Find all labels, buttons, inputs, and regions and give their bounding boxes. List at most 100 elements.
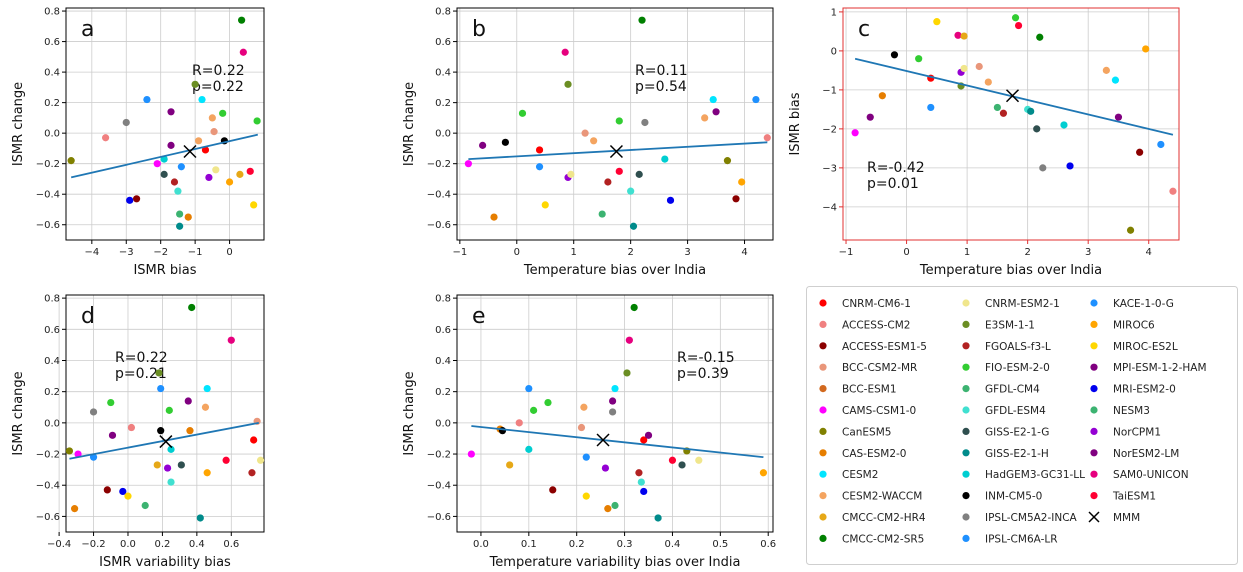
data-point: [654, 514, 662, 522]
data-point: [609, 397, 617, 405]
y-tick-label: −4: [822, 202, 837, 213]
x-tick-label: 0.4: [189, 539, 205, 550]
data-point: [640, 487, 648, 496]
legend-marker: [962, 492, 970, 500]
data-point: [999, 109, 1008, 117]
data-point: [184, 397, 192, 405]
data-point: [695, 456, 703, 464]
y-ticks: −0.6 −0.4 −0.2 0.0 0.2 0.4 0.6 0.8: [36, 294, 66, 523]
y-tick-label: 0.0: [44, 129, 60, 140]
data-points: [467, 303, 768, 522]
legend-item: GFDL-CM4: [962, 384, 1040, 396]
data-point: [160, 170, 168, 178]
data-point: [515, 419, 523, 427]
legend-label: MIROC6: [1113, 319, 1155, 331]
data-point: [246, 167, 254, 175]
legend-item: MMM: [1088, 511, 1140, 524]
legend-marker: [819, 299, 827, 307]
data-point: [640, 436, 648, 444]
x-tick-label: −1: [839, 247, 854, 258]
legend-frame: [806, 286, 1238, 565]
data-point: [577, 423, 586, 432]
data-point: [186, 427, 194, 435]
panel-letter: c: [858, 17, 870, 42]
x-tick-label: −1: [188, 247, 203, 258]
data-point: [611, 384, 619, 393]
y-tick-label: 0.2: [435, 98, 451, 109]
legend-item: SAM0-UNICON: [1090, 469, 1189, 481]
data-point: [933, 18, 941, 26]
legend-label: CESM2: [842, 469, 878, 481]
x-tick-label: 3: [684, 247, 690, 258]
data-point: [738, 178, 746, 186]
data-point: [535, 146, 544, 154]
data-point: [122, 118, 130, 127]
data-point: [167, 141, 175, 149]
x-axis-label: Temperature variability bias over India: [489, 555, 741, 570]
data-point: [108, 431, 117, 439]
legend-label: NorESM2-LM: [1113, 448, 1179, 460]
data-point: [518, 109, 527, 117]
x-tick-label: 0.5: [712, 539, 728, 550]
legend-marker: [819, 534, 827, 543]
data-point: [1114, 113, 1123, 121]
data-point: [165, 406, 173, 414]
data-point: [890, 51, 899, 59]
data-point: [250, 201, 258, 209]
x-tick-label: −0.4: [47, 539, 71, 550]
legend-item: MPI-ESM-1-2-HAM: [1090, 362, 1207, 374]
data-point: [102, 134, 110, 142]
y-tick-label: −0.6: [427, 220, 451, 231]
data-point: [629, 222, 638, 230]
data-points: [67, 16, 261, 230]
legend-label: ACCESS-ESM1-5: [842, 341, 927, 353]
y-tick-label: 0.4: [435, 356, 451, 367]
data-point: [641, 118, 649, 127]
data-point: [544, 398, 552, 407]
y-tick-label: 0.2: [44, 387, 60, 398]
data-point: [1157, 140, 1165, 149]
legend-item: CNRM-ESM2-1: [962, 298, 1060, 310]
legend-item: CMCC-CM2-HR4: [819, 512, 926, 524]
data-point: [127, 423, 136, 432]
data-point: [1039, 164, 1047, 172]
x-axis-label: ISMR variability bias: [99, 555, 231, 570]
panel-a: −4 −3 −2 −1 0 −0.6 −0.4 −0.2 0.0 0.2 0.4 0.6 0.8 ISMR…: [11, 7, 265, 278]
x-tick-label: −0.2: [81, 539, 105, 550]
x-tick-label: −2: [153, 247, 168, 258]
data-point: [250, 436, 258, 444]
data-point: [530, 406, 538, 414]
data-point: [238, 16, 246, 24]
mmm-stroke: [183, 144, 197, 159]
stat-p: p=0.01: [867, 176, 919, 192]
grid: [58, 295, 264, 532]
legend: CNRM-CM6-1 ACCESS-CM2 ACCESS-ESM1-5 BCC-CSM…: [806, 286, 1238, 565]
legend-item: GISS-E2-1-G: [962, 426, 1049, 438]
data-point: [927, 103, 935, 112]
data-point: [541, 201, 549, 209]
legend-item: CESM2-WACCM: [819, 491, 922, 503]
data-point: [623, 369, 631, 377]
data-point: [196, 514, 204, 522]
data-point: [960, 32, 968, 40]
legend-label: GISS-E2-1-G: [985, 426, 1049, 438]
x-tick-label: 0.0: [473, 539, 489, 550]
legend-label: CESM2-WACCM: [842, 491, 922, 503]
legend-label: CMCC-CM2-HR4: [842, 512, 926, 524]
data-point: [954, 31, 962, 39]
data-point: [225, 178, 234, 186]
data-point: [635, 469, 643, 477]
fit-line: [471, 425, 764, 459]
legend-label: GFDL-CM4: [985, 384, 1040, 396]
legend-item: NorESM2-LM: [1090, 448, 1179, 460]
legend-label: MMM: [1113, 512, 1140, 524]
data-point: [103, 486, 111, 494]
legend-item: E3SM-1-1: [962, 319, 1035, 331]
legend-item: BCC-ESM1: [819, 384, 897, 396]
data-point: [604, 505, 612, 513]
legend-marker: [819, 342, 827, 350]
legend-marker: [819, 427, 827, 435]
data-point: [184, 213, 192, 221]
data-points: [464, 16, 771, 230]
